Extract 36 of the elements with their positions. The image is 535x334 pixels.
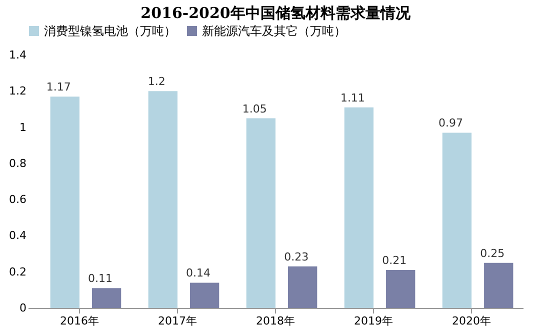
y-tick-label: 0.6 <box>9 193 26 206</box>
legend-label: 新能源汽车及其它（万吨） <box>202 24 346 38</box>
data-label: 0.14 <box>186 266 211 280</box>
bar <box>484 262 514 308</box>
data-label: 1.17 <box>46 80 71 94</box>
data-label: 0.21 <box>382 254 407 268</box>
data-label: 0.25 <box>480 246 505 260</box>
data-label: 1.11 <box>340 91 365 104</box>
bar <box>50 96 80 308</box>
x-tick-label: 2017年 <box>158 314 197 328</box>
data-label: 0.23 <box>284 250 309 264</box>
x-tick-label: 2019年 <box>354 314 394 328</box>
data-label: 0.11 <box>88 272 113 286</box>
y-tick-label: 0 <box>20 302 26 314</box>
x-tick-label: 2016年 <box>60 314 99 328</box>
y-tick-label: 1 <box>20 120 26 134</box>
legend-label: 消费型镍氢电池（万吨） <box>44 24 176 38</box>
bar <box>344 107 374 308</box>
chart-title: 2016-2020年中国储氢材料需求量情况 <box>140 4 412 22</box>
y-tick-label: 0.8 <box>9 156 26 170</box>
y-tick-label: 1.4 <box>9 48 26 62</box>
bar <box>246 118 276 308</box>
bar <box>190 282 220 308</box>
bar <box>442 132 472 308</box>
x-tick-label: 2020年 <box>452 314 492 328</box>
data-label: 1.2 <box>148 75 166 88</box>
data-label: 0.97 <box>438 116 463 130</box>
bar <box>386 270 416 308</box>
data-label: 1.05 <box>242 102 267 116</box>
y-tick-label: 1.2 <box>9 84 26 98</box>
bar <box>148 91 178 308</box>
bar <box>92 288 122 308</box>
bar <box>288 266 318 308</box>
x-tick-label: 2018年 <box>256 314 295 328</box>
y-tick-label: 0.2 <box>9 265 26 278</box>
y-tick-label: 0.4 <box>9 229 26 242</box>
